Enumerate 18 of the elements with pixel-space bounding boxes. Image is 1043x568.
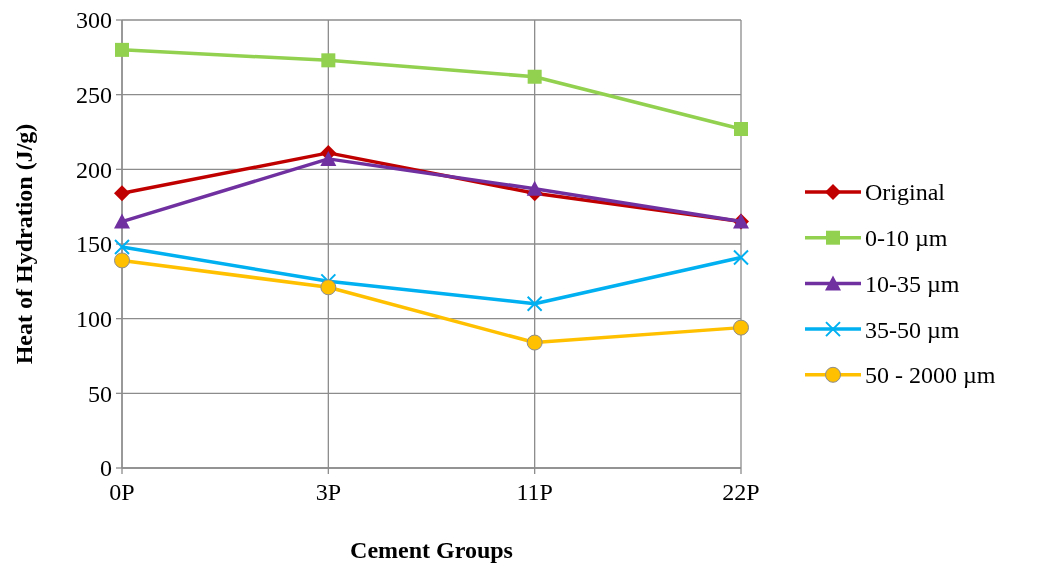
legend-label: 50 - 2000 µm	[865, 362, 996, 389]
y-tick-label: 300	[76, 7, 112, 34]
x-tick-label: 3P	[315, 479, 342, 505]
y-tick-label: 0	[100, 455, 112, 482]
x-axis-title: Cement Groups	[350, 537, 513, 563]
y-tick-label: 150	[76, 231, 112, 258]
x-tick-label: 0P	[109, 479, 135, 505]
y-tick-label: 50	[88, 380, 112, 407]
y-tick-label: 250	[76, 82, 112, 109]
legend-label: Original	[865, 179, 946, 206]
x-tick-label: 11P	[516, 479, 553, 505]
legend-label: 0-10 µm	[865, 225, 948, 252]
y-axis-title: Heat of Hydration (J/g)	[11, 123, 37, 365]
y-tick-label: 200	[76, 156, 112, 183]
legend-label: 10-35 µm	[865, 270, 960, 297]
y-tick-label: 100	[76, 306, 112, 333]
legend-label: 35-50 µm	[865, 316, 960, 343]
x-tick-label: 22P	[722, 479, 760, 505]
